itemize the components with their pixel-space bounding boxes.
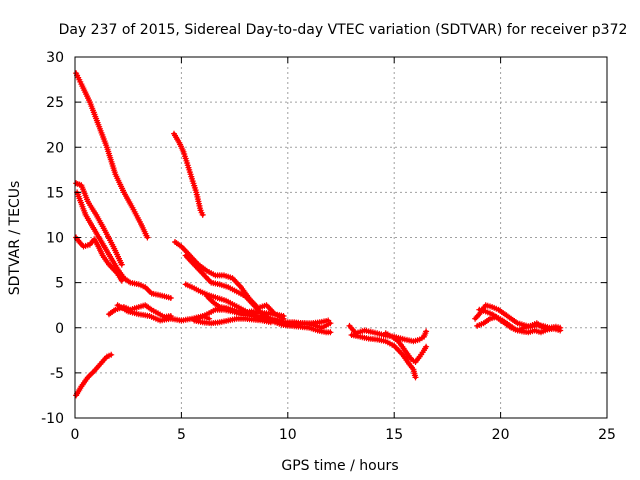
series-markers (191, 315, 274, 327)
x-tick-label: 15 (385, 427, 403, 443)
x-tick-label: 0 (71, 427, 80, 443)
x-axis-title: GPS time / hours (281, 458, 398, 474)
series-arc-17 (382, 330, 430, 365)
series-markers (73, 351, 115, 399)
series-arc-5 (73, 351, 115, 399)
series-arc-14 (191, 315, 274, 327)
chart-title: Day 237 of 2015, Sidereal Day-to-day VTE… (59, 22, 628, 38)
x-tick-label: 5 (177, 427, 186, 443)
data-series (73, 70, 564, 399)
series-markers (73, 180, 125, 268)
y-tick-label: 30 (46, 50, 64, 66)
series-arc-16 (348, 332, 419, 381)
series-arc-20 (476, 306, 553, 334)
x-tick-label: 20 (492, 427, 510, 443)
series-markers (73, 70, 151, 241)
series-arc-2 (73, 180, 125, 268)
series-markers (203, 293, 287, 319)
y-tick-label: 15 (46, 185, 64, 201)
series-arc-13 (203, 293, 287, 319)
series-arc-6 (171, 130, 206, 218)
series-markers (476, 306, 553, 334)
y-tick-label: -10 (41, 411, 64, 427)
y-tick-label: 5 (55, 276, 64, 292)
y-axis-title: SDTVAR / TECUs (7, 181, 23, 296)
y-tick-label: 25 (46, 95, 64, 111)
ticks: 0 5 10 15 20 25 -10 -5 0 5 10 15 20 25 30 (41, 50, 616, 443)
grid (75, 57, 607, 418)
y-tick-label: -5 (50, 366, 64, 382)
series-markers (348, 332, 419, 381)
y-tick-label: 0 (55, 321, 64, 337)
series-markers (171, 130, 206, 218)
x-tick-label: 25 (598, 427, 616, 443)
series-arc-1 (73, 70, 151, 241)
y-tick-label: 20 (46, 140, 64, 156)
series-markers (382, 330, 430, 365)
y-tick-label: 10 (46, 231, 64, 247)
x-tick-label: 10 (279, 427, 297, 443)
